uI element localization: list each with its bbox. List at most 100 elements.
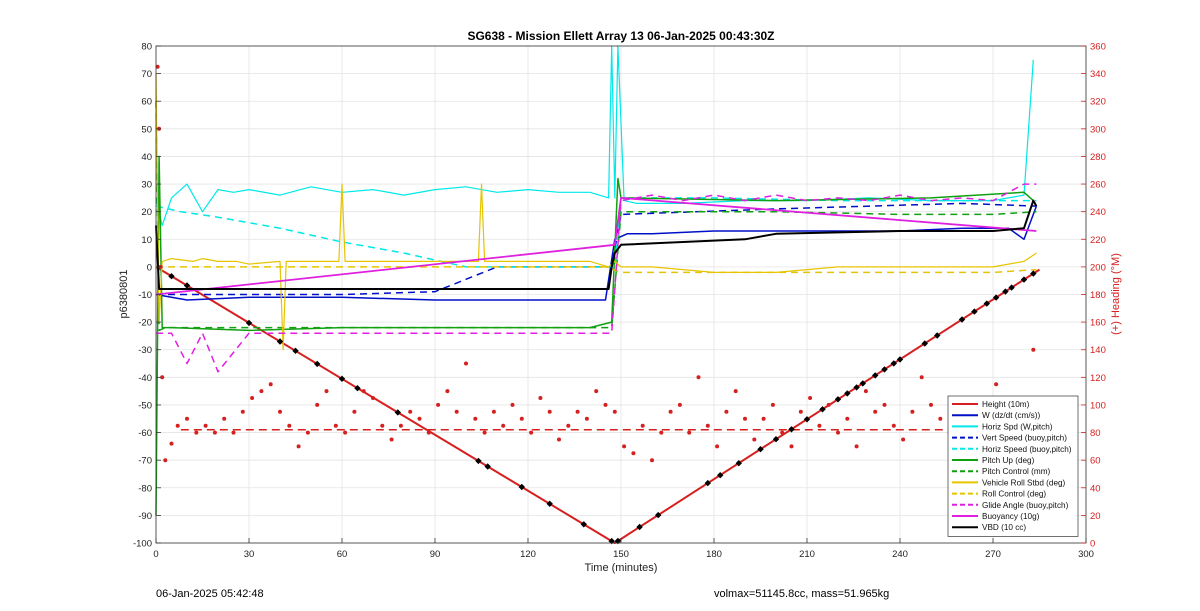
heading-point-34 — [436, 402, 441, 407]
heading-point-7 — [185, 416, 189, 421]
heading-point-60 — [677, 402, 682, 407]
heading-point-66 — [733, 389, 738, 394]
heading-point-40 — [491, 409, 496, 414]
heading-point-57 — [650, 458, 654, 463]
heading-point-32 — [417, 416, 422, 421]
series-vert-speed-buoy-pitch — [156, 202, 1037, 296]
heading-point-17 — [278, 409, 282, 414]
y-tick-label-13: 30 — [141, 180, 152, 191]
height-marker-29 — [859, 380, 866, 387]
heading-point-18 — [287, 423, 292, 428]
height-marker-15 — [614, 537, 622, 545]
heading-point-86 — [919, 375, 924, 380]
height-marker-17 — [655, 511, 662, 519]
height-marker-42 — [1020, 276, 1028, 283]
heading-point-36 — [454, 409, 459, 414]
heading-point-59 — [668, 409, 673, 414]
y-tick-label-10: 0 — [147, 262, 152, 273]
heading-point-28 — [380, 423, 385, 428]
x-tick-label-10: 300 — [1078, 549, 1094, 560]
heading-point-10 — [212, 430, 217, 435]
legend-label-height-10m: Height (10m) — [982, 400, 1030, 409]
y-tick-label-1: -90 — [138, 511, 152, 522]
y2-tick-label-18: 360 — [1090, 42, 1106, 53]
y2-tick-label-13: 260 — [1090, 180, 1106, 191]
heading-point-98 — [1031, 347, 1036, 352]
height-marker-25 — [819, 406, 826, 413]
height-marker-32 — [890, 360, 897, 367]
height-marker-33 — [896, 356, 904, 363]
height-marker-19 — [717, 472, 724, 479]
heading-point-31 — [408, 409, 413, 414]
legend-label-buoyancy-10g: Buoyancy (10g) — [982, 512, 1040, 521]
y2-tick-label-14: 280 — [1090, 152, 1106, 163]
heading-point-48 — [566, 423, 571, 428]
series-buoyancy-10g — [155, 196, 1037, 296]
height-marker-36 — [958, 316, 966, 323]
heading-point-78 — [845, 416, 850, 421]
heading-point-44 — [529, 430, 534, 435]
y2-tick-label-5: 100 — [1090, 400, 1106, 411]
heading-point-73 — [798, 409, 803, 414]
heading-point-52 — [603, 402, 608, 407]
legend-box — [947, 395, 1079, 537]
height-marker-9 — [475, 457, 482, 465]
footer-timestamp: 06-Jan-2025 05:42:48 — [156, 588, 264, 600]
x-tick-label-6: 180 — [706, 549, 722, 560]
y-axis-ticks: -100-90-80-70-60-50-40-30-20-10010203040… — [133, 42, 161, 550]
heading-point-0 — [155, 64, 160, 69]
y2-tick-label-3: 60 — [1090, 456, 1101, 467]
x-tick-label-1: 30 — [244, 549, 255, 560]
heading-point-83 — [891, 423, 896, 428]
y-tick-label-18: 80 — [141, 42, 152, 53]
y-tick-label-7: -30 — [138, 345, 152, 356]
heading-point-23 — [333, 423, 338, 428]
series-roll-control-deg — [156, 266, 1037, 274]
heading-point-45 — [538, 396, 543, 400]
x-tick-label-8: 240 — [892, 549, 908, 560]
y2-tick-label-0: 0 — [1090, 539, 1095, 550]
y-tick-label-0: -100 — [133, 539, 152, 550]
heading-point-51 — [594, 389, 599, 394]
series-horiz-speed-buoy-pitch — [155, 197, 1037, 268]
height-marker-5 — [314, 360, 321, 368]
x-tick-label-2: 60 — [337, 549, 348, 560]
heading-point-55 — [631, 451, 636, 456]
height-marker-10 — [484, 463, 491, 470]
y-tick-label-8: -20 — [138, 318, 152, 329]
heading-point-54 — [622, 444, 627, 449]
height-marker-7 — [354, 385, 361, 392]
y2-tick-label-15: 300 — [1090, 124, 1106, 135]
heading-point-79 — [854, 444, 859, 449]
height-marker-34 — [921, 340, 928, 347]
y2-tick-label-16: 320 — [1090, 97, 1106, 108]
heading-point-30 — [398, 423, 403, 428]
heading-point-35 — [445, 389, 450, 394]
y-tick-label-9: -10 — [138, 290, 152, 301]
heading-point-21 — [315, 402, 320, 407]
heading-point-68 — [752, 437, 757, 442]
height-marker-24 — [803, 416, 811, 423]
y2-tick-label-2: 40 — [1090, 483, 1101, 494]
legend-label-pitch-up-deg: Pitch Up (deg) — [982, 456, 1035, 465]
height-marker-14 — [608, 537, 615, 545]
heading-point-84 — [901, 437, 906, 442]
x-axis-ticks: 0 30 60 90 120 150 180 210 240 270 300 — [153, 538, 1094, 560]
series-vbd-10-cc — [155, 199, 1038, 290]
y2-tick-label-8: 160 — [1090, 318, 1106, 329]
heading-point-41 — [501, 423, 506, 428]
y-tick-label-15: 50 — [141, 124, 152, 135]
heading-point-82 — [882, 402, 887, 407]
heading-point-80 — [863, 389, 868, 394]
x-tick-label-9: 270 — [985, 549, 1001, 560]
heading-point-63 — [705, 423, 710, 428]
height-marker-16 — [636, 523, 643, 531]
heading-point-24 — [343, 430, 348, 435]
height-marker-20 — [735, 460, 742, 467]
height-marker-39 — [992, 294, 1000, 301]
y-tick-label-5: -50 — [138, 400, 152, 411]
heading-point-37 — [464, 361, 468, 366]
heading-point-50 — [584, 416, 589, 421]
height-marker-41 — [1008, 284, 1015, 291]
